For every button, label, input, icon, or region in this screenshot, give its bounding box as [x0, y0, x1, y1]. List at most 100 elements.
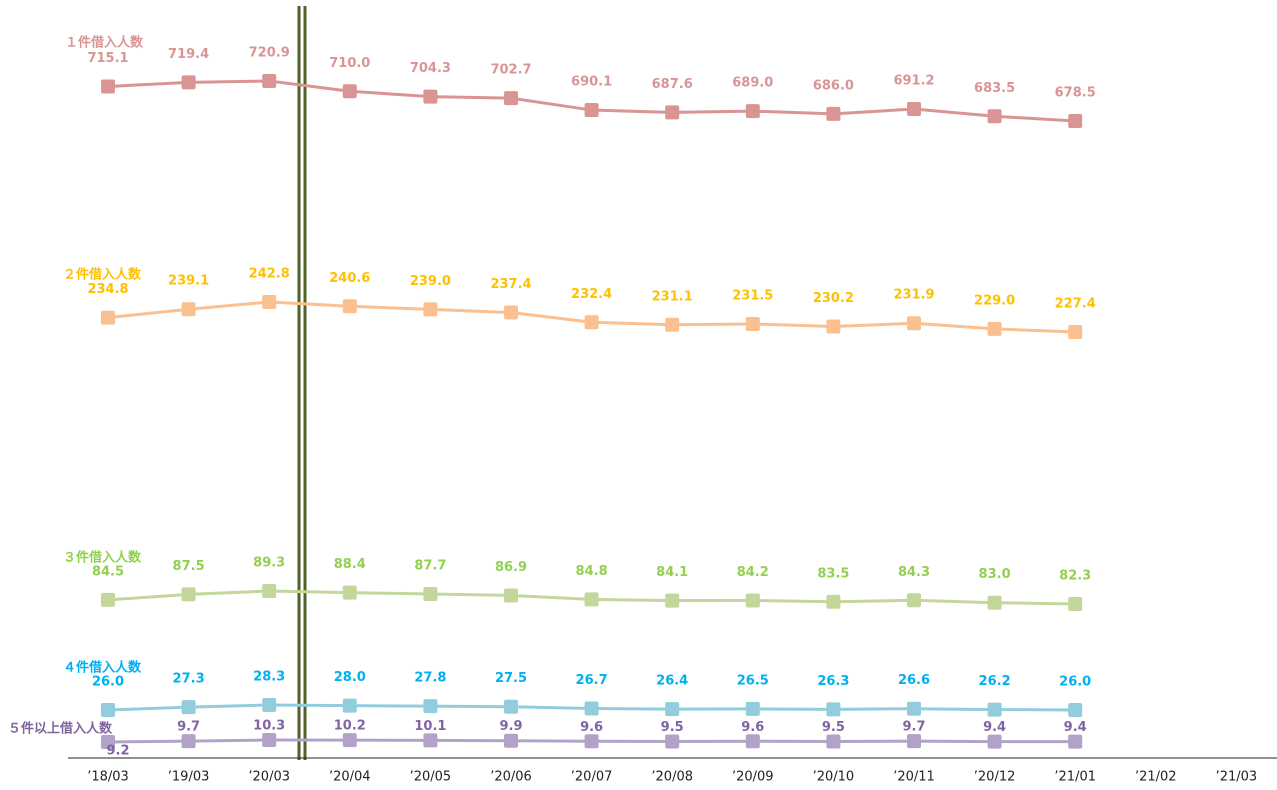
data-label: 28.0: [334, 670, 366, 685]
marker: [181, 302, 196, 317]
x-tick-label: ’20/08: [651, 770, 693, 785]
x-tick-label: ’19/03: [168, 770, 210, 785]
data-label: 230.2: [813, 291, 854, 306]
marker: [342, 733, 357, 748]
data-label: 686.0: [813, 78, 854, 93]
data-label: 84.5: [92, 564, 124, 579]
marker: [504, 91, 518, 106]
marker: [504, 733, 518, 748]
data-label: 10.3: [253, 719, 285, 734]
marker: [1068, 734, 1083, 749]
marker: [987, 321, 1002, 336]
marker: [262, 584, 277, 598]
data-label: 719.4: [168, 47, 209, 62]
data-label: 231.9: [893, 288, 934, 303]
marker: [665, 105, 680, 120]
data-label: 240.6: [329, 271, 370, 286]
data-label: 689.0: [732, 76, 773, 91]
data-label: 89.3: [253, 556, 285, 571]
marker: [181, 75, 196, 90]
data-label: 229.0: [974, 293, 1015, 308]
x-tick-label: ’20/04: [329, 770, 371, 785]
marker: [987, 702, 1002, 717]
marker: [907, 102, 921, 117]
data-label: 87.5: [173, 559, 205, 574]
data-label: 26.0: [92, 675, 124, 690]
data-label: 26.7: [576, 673, 608, 688]
data-label: 9.9: [499, 719, 522, 734]
data-label: 84.2: [737, 565, 769, 580]
data-label: 237.4: [490, 277, 531, 292]
marker: [342, 585, 357, 600]
marker: [101, 735, 115, 749]
data-label: 82.3: [1059, 569, 1091, 584]
marker: [181, 700, 196, 715]
marker: [1068, 597, 1083, 611]
data-label: 715.1: [87, 51, 128, 66]
data-label: 27.8: [414, 671, 446, 686]
marker: [584, 315, 599, 330]
marker: [342, 299, 357, 314]
marker: [584, 701, 599, 716]
marker: [584, 734, 599, 749]
marker: [262, 733, 277, 747]
marker: [907, 734, 921, 749]
marker: [181, 587, 196, 602]
marker: [745, 104, 760, 119]
marker: [262, 698, 277, 712]
marker: [826, 106, 841, 121]
marker: [101, 703, 115, 717]
x-tick-label: ’18/03: [87, 770, 129, 785]
marker: [181, 734, 196, 749]
marker: [423, 302, 438, 317]
marker: [826, 594, 841, 609]
series-name: ２件借入人数: [63, 267, 142, 283]
data-label: 27.5: [495, 671, 527, 686]
data-label: 232.4: [571, 287, 612, 302]
x-tick-label: ’20/11: [893, 770, 935, 785]
data-label: 26.4: [656, 674, 688, 689]
marker: [101, 310, 115, 325]
marker: [745, 593, 760, 608]
data-label: 9.7: [902, 720, 925, 735]
data-label: 26.2: [979, 674, 1011, 689]
data-label: 26.5: [737, 673, 769, 688]
data-label: 27.3: [173, 672, 205, 687]
marker: [584, 592, 599, 607]
x-tick-label: ’21/02: [1135, 770, 1177, 785]
marker: [342, 698, 357, 713]
marker: [987, 734, 1002, 749]
data-label: 683.5: [974, 81, 1015, 96]
data-label: 227.4: [1055, 297, 1096, 312]
data-label: 26.6: [898, 673, 930, 688]
data-label: 84.8: [576, 564, 608, 579]
data-label: 84.3: [898, 565, 930, 580]
marker: [665, 734, 680, 749]
data-label: 234.8: [87, 282, 128, 297]
marker: [101, 592, 115, 607]
x-tick-label: ’20/10: [813, 770, 855, 785]
marker: [665, 593, 680, 608]
marker: [504, 588, 518, 603]
x-tick-label: ’21/03: [1216, 770, 1258, 785]
data-label: 720.9: [249, 46, 290, 61]
data-label: 9.5: [822, 720, 845, 735]
marker: [423, 699, 438, 714]
marker: [584, 103, 599, 118]
data-label: 710.0: [329, 56, 370, 71]
marker: [745, 734, 760, 749]
data-label: 242.8: [249, 267, 290, 282]
data-label: 704.3: [410, 61, 451, 76]
data-label: 9.7: [177, 720, 200, 735]
x-tick-label: ’20/12: [974, 770, 1016, 785]
data-label: 9.2: [106, 744, 129, 759]
data-label: 26.3: [817, 674, 849, 689]
data-label: 87.7: [414, 558, 446, 573]
data-label: 231.5: [732, 289, 773, 304]
marker: [1068, 325, 1083, 339]
x-tick-label: ’20/03: [248, 770, 290, 785]
marker: [987, 109, 1002, 124]
data-label: 9.5: [661, 720, 684, 735]
data-label: 690.1: [571, 75, 612, 90]
x-tick-label: ’20/07: [571, 770, 613, 785]
